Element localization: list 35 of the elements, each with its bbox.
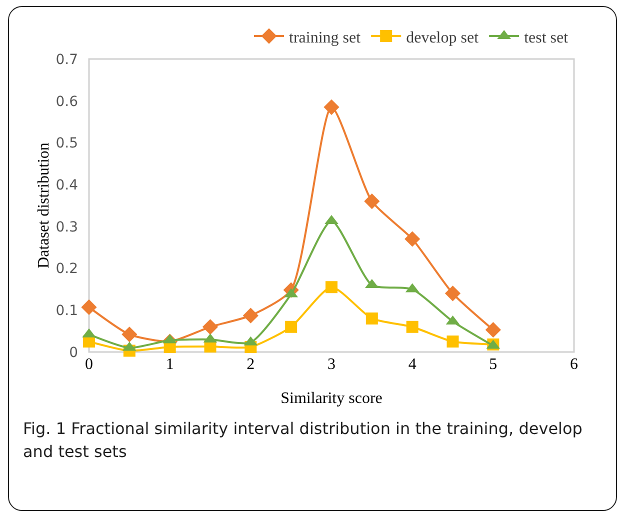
caption: Fig. 1 Fractional similarity interval distribution in the training, develop and test sets — [23, 418, 583, 463]
point — [324, 99, 340, 115]
y-tick-label: 0.5 — [56, 136, 78, 152]
y-tick-label: 0.7 — [56, 52, 78, 68]
point — [444, 286, 461, 302]
point — [446, 336, 459, 348]
point — [485, 322, 501, 338]
y-tick-label: 0.6 — [56, 94, 78, 110]
x-tick-label: 4 — [408, 356, 416, 373]
point — [404, 231, 420, 247]
legend-label: develop set — [406, 29, 480, 46]
point — [364, 194, 380, 210]
x-tick-label: 1 — [166, 356, 174, 373]
legend-label: test set — [524, 29, 569, 46]
y-tick-label: 0.3 — [56, 219, 78, 236]
x-tick-label: 2 — [246, 356, 255, 373]
legend-label: training set — [289, 29, 362, 46]
x-tick-label: 5 — [489, 356, 498, 373]
point — [326, 281, 338, 294]
y-tick-label: 0.4 — [56, 177, 78, 194]
y-tick-label: 0 — [69, 344, 78, 361]
y-tick-label: 0.1 — [56, 303, 78, 320]
x-tick-label: 3 — [328, 356, 336, 373]
y-tick-label: 0.2 — [56, 261, 78, 278]
y-axis-title: Dataset distribution — [36, 142, 53, 268]
point — [122, 326, 138, 342]
x-tick-label: 0 — [85, 356, 93, 373]
x-tick-label: 6 — [570, 356, 578, 373]
point — [285, 320, 298, 333]
point — [202, 319, 218, 335]
x-axis-title: Similarity score — [280, 390, 382, 407]
point — [366, 312, 378, 325]
point — [81, 299, 97, 316]
point — [242, 308, 258, 324]
point — [406, 320, 418, 333]
